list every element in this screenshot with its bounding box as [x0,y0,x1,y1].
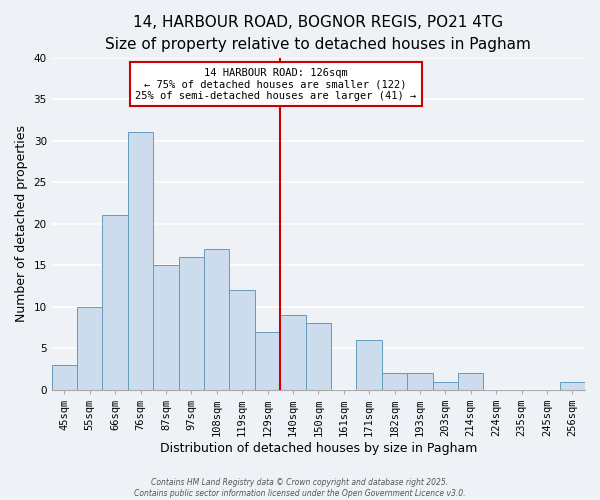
Bar [103,216,128,390]
Bar [128,132,153,390]
Bar [407,374,433,390]
Bar [382,374,407,390]
Bar [179,257,204,390]
Text: 14 HARBOUR ROAD: 126sqm
← 75% of detached houses are smaller (122)
25% of semi-d: 14 HARBOUR ROAD: 126sqm ← 75% of detache… [135,68,416,100]
Bar [229,290,255,390]
Bar [255,332,280,390]
Bar [560,382,585,390]
Bar [356,340,382,390]
Bar [204,248,229,390]
Bar [52,365,77,390]
Bar [77,307,103,390]
Y-axis label: Number of detached properties: Number of detached properties [15,125,28,322]
Bar [433,382,458,390]
Title: 14, HARBOUR ROAD, BOGNOR REGIS, PO21 4TG
Size of property relative to detached h: 14, HARBOUR ROAD, BOGNOR REGIS, PO21 4TG… [106,15,531,52]
Bar [153,266,179,390]
Bar [305,324,331,390]
X-axis label: Distribution of detached houses by size in Pagham: Distribution of detached houses by size … [160,442,477,455]
Text: Contains HM Land Registry data © Crown copyright and database right 2025.
Contai: Contains HM Land Registry data © Crown c… [134,478,466,498]
Bar [280,315,305,390]
Bar [458,374,484,390]
